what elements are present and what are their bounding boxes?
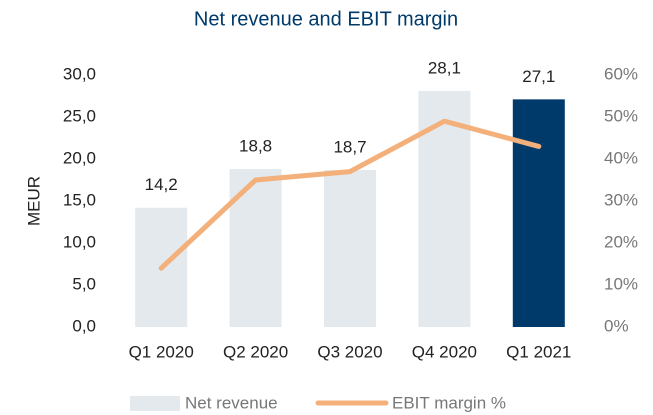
data-label: 28,1 — [428, 58, 461, 77]
y-tick-label: 10,0 — [63, 232, 96, 251]
x-tick-label: Q4 2020 — [412, 342, 477, 361]
y2-tick-label: 50% — [604, 106, 638, 125]
x-tick-label: Q1 2021 — [506, 342, 571, 361]
y-tick-label: 25,0 — [63, 106, 96, 125]
y-tick-label: 5,0 — [72, 274, 96, 293]
data-label: 27,1 — [522, 67, 555, 86]
y-axis-label: MEUR — [24, 176, 43, 226]
legend-swatch — [130, 396, 180, 411]
y2-tick-label: 10% — [604, 274, 638, 293]
y2-tick-label: 20% — [604, 232, 638, 251]
x-tick-label: Q1 2020 — [129, 342, 194, 361]
legend-label: EBIT margin % — [392, 393, 506, 412]
bar — [324, 169, 376, 327]
data-label: 18,7 — [333, 137, 366, 156]
bar — [229, 169, 282, 327]
y-tick-label: 0,0 — [72, 316, 96, 335]
data-label: 18,8 — [239, 137, 272, 156]
data-label: 14,2 — [145, 175, 178, 194]
y-tick-label: 30,0 — [63, 64, 96, 83]
y2-tick-label: 30% — [604, 190, 638, 209]
y2-tick-label: 0% — [604, 316, 629, 335]
line — [158, 118, 542, 271]
chart-title: Net revenue and EBIT margin — [194, 8, 458, 30]
y2-tick-label: 60% — [604, 64, 638, 83]
y-tick-label: 20,0 — [63, 148, 96, 167]
y-tick-label: 15,0 — [63, 190, 96, 209]
legend-label: Net revenue — [185, 393, 278, 412]
x-tick-label: Q2 2020 — [223, 342, 288, 361]
x-tick-label: Q3 2020 — [317, 342, 382, 361]
y2-tick-label: 40% — [604, 148, 638, 167]
bar — [512, 99, 565, 327]
